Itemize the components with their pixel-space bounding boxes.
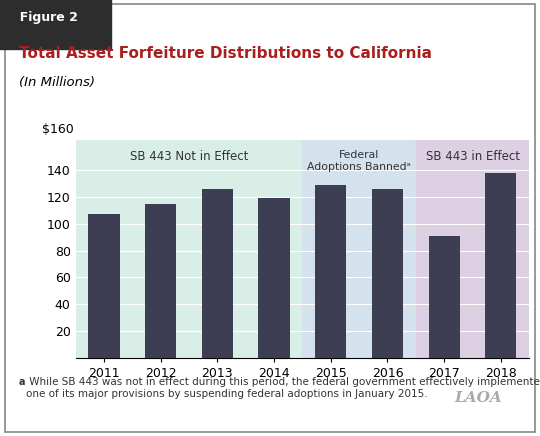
Text: a: a <box>19 377 25 387</box>
Text: (In Millions): (In Millions) <box>19 76 95 89</box>
Bar <box>372 189 403 358</box>
Text: $160: $160 <box>42 123 73 136</box>
Text: SB 443 Not in Effect: SB 443 Not in Effect <box>130 150 248 163</box>
Bar <box>302 140 416 358</box>
Text: While SB 443 was not in effect during this period, the federal government effect: While SB 443 was not in effect during th… <box>26 377 540 399</box>
Bar <box>89 215 119 358</box>
Text: Figure 2: Figure 2 <box>11 11 86 24</box>
Text: Federal
Adoptions Bannedᵃ: Federal Adoptions Bannedᵃ <box>307 150 411 172</box>
Bar <box>259 198 289 358</box>
Text: Total Asset Forfeiture Distributions to California: Total Asset Forfeiture Distributions to … <box>19 46 432 61</box>
Bar <box>416 140 529 358</box>
Text: LAOA: LAOA <box>455 392 502 405</box>
Bar <box>485 173 516 358</box>
Bar <box>76 140 302 358</box>
Bar <box>145 204 176 358</box>
Text: SB 443 in Effect: SB 443 in Effect <box>426 150 519 163</box>
Bar <box>429 236 460 358</box>
Bar <box>202 189 233 358</box>
Bar <box>315 185 346 358</box>
